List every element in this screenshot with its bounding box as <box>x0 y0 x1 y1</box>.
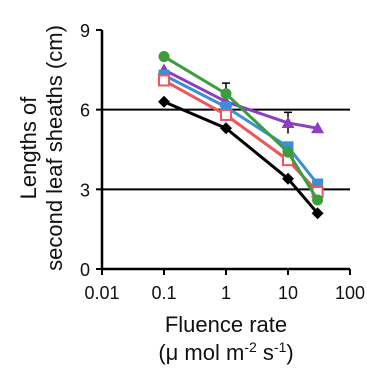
data-point-series-4 <box>312 194 324 206</box>
series-line-2 <box>163 73 319 185</box>
data-point-series-3 <box>158 74 170 87</box>
data-point-series-3 <box>220 108 232 121</box>
series-line-5 <box>163 100 319 215</box>
x-axis-title: Fluence rate <box>165 312 287 337</box>
y-tick-label: 6 <box>80 101 90 121</box>
x-tick-label: 1 <box>221 283 231 303</box>
y-tick-label: 9 <box>80 21 90 41</box>
data-point-series-5 <box>220 122 232 135</box>
x-tick-label: 0.1 <box>151 283 176 303</box>
data-point-series-5 <box>282 172 294 185</box>
data-point-series-4 <box>220 88 232 100</box>
y-axis-title-line2: second leaf sheaths (cm) <box>42 25 67 271</box>
x-tick-label: 100 <box>335 283 365 303</box>
x-tick-label: 10 <box>278 283 298 303</box>
data-point-series-4 <box>282 146 294 158</box>
data-point-series-1 <box>311 121 325 134</box>
x-axis-unit: (μ mol m-2 s-1) <box>158 339 293 365</box>
data-point-series-5 <box>311 207 324 220</box>
y-tick-label: 0 <box>80 260 90 280</box>
x-tick-label: 0.01 <box>84 283 119 303</box>
y-axis-title-line1: Lengths of <box>16 96 41 200</box>
series-line-1 <box>163 68 318 130</box>
data-point-series-2 <box>220 101 232 113</box>
data-point-series-5 <box>158 95 170 108</box>
series-line-3 <box>163 79 319 194</box>
data-point-series-1 <box>281 116 295 128</box>
data-point-series-2 <box>312 178 324 190</box>
series-line-4 <box>163 55 319 201</box>
data-point-series-4 <box>158 51 170 63</box>
y-tick-label: 3 <box>80 180 90 200</box>
